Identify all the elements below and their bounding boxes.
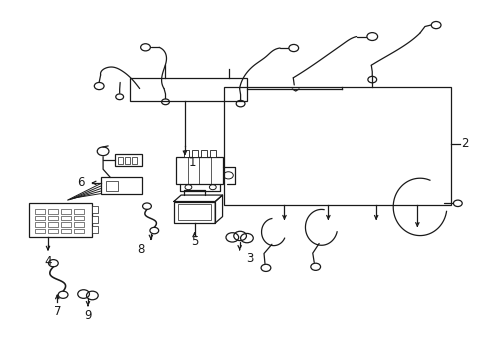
- Bar: [73, 229, 84, 233]
- Bar: [183, 150, 189, 157]
- Bar: [173, 202, 215, 223]
- Bar: [61, 210, 71, 214]
- Bar: [177, 204, 211, 220]
- Text: 7: 7: [53, 305, 61, 318]
- Bar: [48, 210, 58, 214]
- Bar: [224, 87, 450, 205]
- Bar: [35, 222, 45, 227]
- Bar: [115, 154, 142, 166]
- Bar: [209, 150, 215, 157]
- Bar: [92, 216, 98, 223]
- Text: 9: 9: [84, 309, 92, 322]
- Bar: [105, 181, 118, 191]
- Bar: [118, 157, 122, 164]
- Bar: [73, 210, 84, 214]
- Bar: [35, 229, 45, 233]
- Bar: [201, 150, 206, 157]
- Bar: [73, 216, 84, 220]
- Text: 3: 3: [245, 252, 253, 265]
- Bar: [176, 157, 222, 184]
- Bar: [29, 203, 92, 237]
- Bar: [92, 226, 98, 233]
- Text: 8: 8: [137, 243, 144, 256]
- Bar: [61, 216, 71, 220]
- Bar: [61, 229, 71, 233]
- Bar: [192, 150, 198, 157]
- Bar: [92, 206, 98, 213]
- Text: 6: 6: [77, 176, 84, 189]
- Bar: [35, 210, 45, 214]
- Bar: [132, 157, 137, 164]
- Text: 1: 1: [188, 156, 196, 168]
- Bar: [125, 157, 130, 164]
- Text: 2: 2: [461, 137, 468, 150]
- Bar: [101, 177, 142, 194]
- Bar: [35, 216, 45, 220]
- Bar: [61, 222, 71, 227]
- Bar: [48, 229, 58, 233]
- Text: 5: 5: [190, 234, 198, 248]
- Bar: [130, 78, 246, 101]
- Bar: [73, 222, 84, 227]
- Bar: [48, 216, 58, 220]
- Bar: [48, 222, 58, 227]
- Text: 4: 4: [44, 255, 52, 267]
